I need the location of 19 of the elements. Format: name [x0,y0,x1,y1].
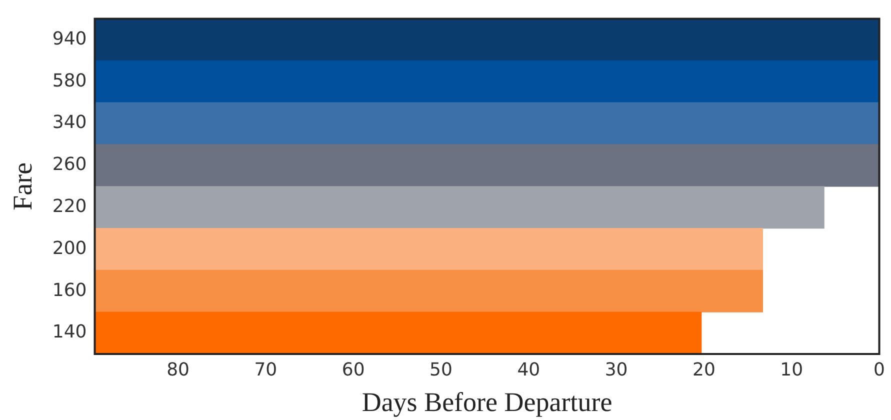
y-tick-label: 140 [52,322,87,343]
y-tick-label: 260 [52,154,87,176]
x-tick-label: 70 [254,359,278,380]
y-tick-label: 160 [52,280,87,301]
y-axis-title: Fare [7,162,38,210]
y-tick-label: 340 [52,112,87,134]
y-tick-label: 200 [52,238,87,259]
y-tick-label: 580 [52,70,87,92]
x-tick-label: 40 [517,359,540,380]
x-tick-label: 30 [604,359,628,380]
x-tick-label: 80 [166,359,190,380]
y-tick-label: 220 [52,196,87,218]
x-tick-label: 10 [780,359,804,380]
x-axis-title: Days Before Departure [362,386,612,417]
x-tick-label: 50 [430,359,452,380]
x-tick-label: 20 [692,359,716,380]
y-tick-label: 940 [52,28,87,50]
x-tick-label: 0 [874,359,885,380]
x-tick-label: 60 [342,359,365,380]
